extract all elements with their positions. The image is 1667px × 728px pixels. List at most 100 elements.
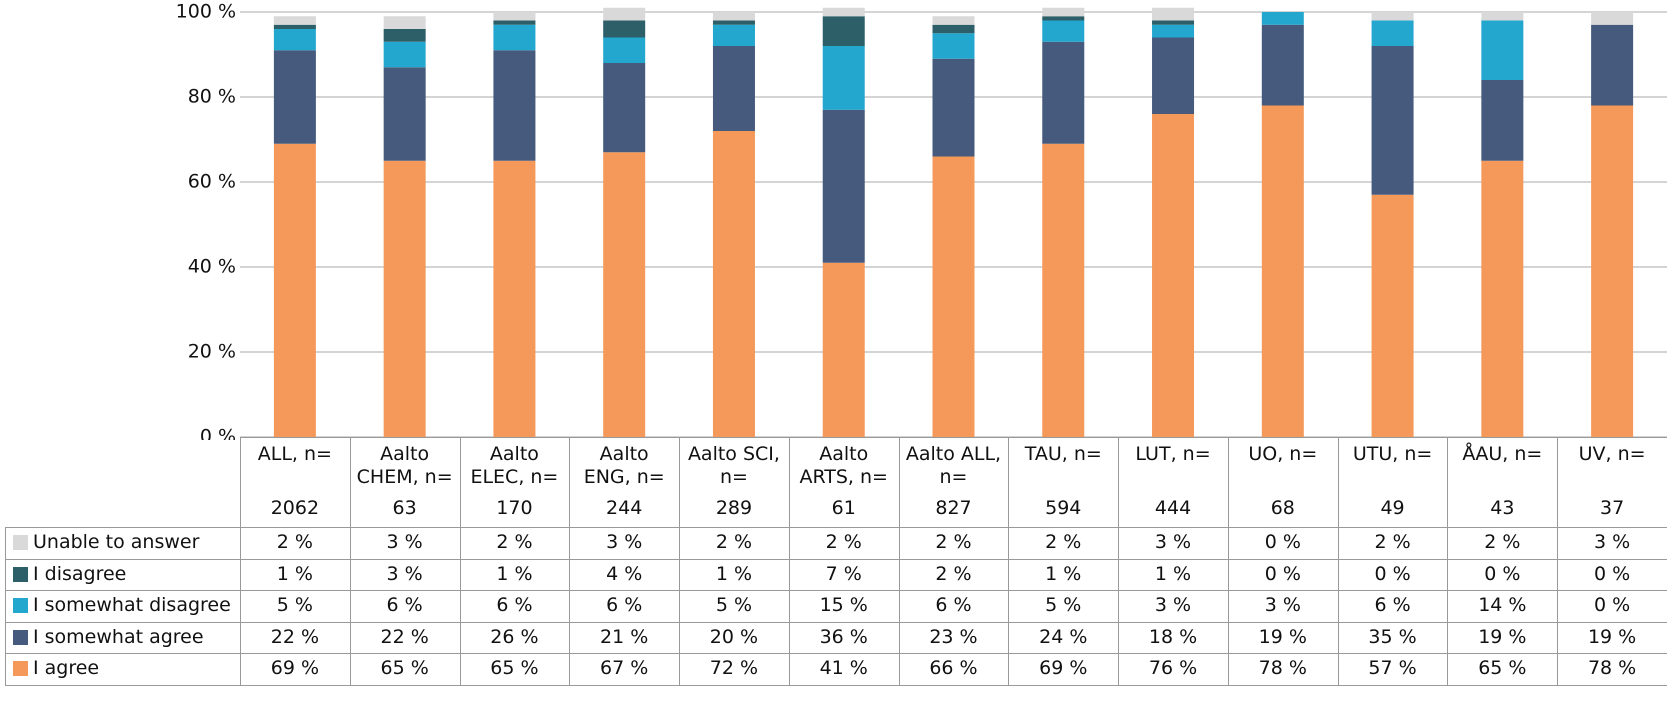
bar-segment — [1261, 24, 1304, 106]
bar-segment — [1591, 105, 1634, 437]
value-label: 23 % — [929, 625, 978, 648]
bar-segment — [932, 58, 975, 157]
n-label: 170 — [496, 497, 533, 519]
legend-label: I somewhat disagree — [33, 594, 231, 617]
value-label: 15 % — [819, 594, 868, 617]
category-label: UV, n= — [1578, 443, 1646, 465]
bar-segment — [1591, 24, 1634, 106]
value-label: 3 % — [606, 531, 643, 553]
value-label: 41 % — [819, 657, 868, 680]
bar-segment — [712, 131, 755, 437]
category-label: TAU, n= — [1024, 443, 1102, 465]
bar-segment — [1261, 12, 1304, 25]
bar-segment — [1152, 37, 1195, 114]
value-label: 3 % — [1264, 594, 1301, 617]
bar-segment — [1152, 114, 1195, 437]
bar-segment — [603, 63, 646, 153]
bar-segment — [383, 67, 426, 161]
value-label: 0 % — [1264, 531, 1301, 553]
value-label: 2 % — [1374, 531, 1411, 553]
bar-segment — [493, 160, 536, 437]
value-label: 5 % — [1045, 594, 1082, 617]
bar-segment — [1152, 20, 1195, 25]
value-label: 1 % — [276, 562, 313, 585]
category-label: Aalto CHEM, n= — [356, 443, 453, 488]
category-label: ALL, n= — [257, 443, 332, 465]
bar-segment — [1481, 20, 1524, 80]
n-label: 49 — [1380, 497, 1405, 519]
legend-swatch — [13, 535, 28, 550]
legend-label: Unable to answer — [33, 531, 200, 553]
legend-swatch — [13, 566, 28, 582]
value-label: 6 % — [606, 594, 643, 617]
n-label: 61 — [831, 497, 856, 519]
bar-segment — [493, 50, 536, 161]
category-label: Aalto ALL, n= — [905, 443, 1002, 488]
value-label: 57 % — [1368, 657, 1417, 680]
bar-segment — [383, 160, 426, 437]
value-label: 0 % — [1484, 562, 1521, 585]
value-label: 19 % — [1258, 625, 1307, 648]
value-label: 19 % — [1478, 625, 1527, 648]
value-label: 14 % — [1478, 594, 1527, 617]
bar-segment — [1371, 12, 1414, 21]
y-tick-label: 60 % — [188, 171, 236, 193]
y-tick-label: 100 % — [176, 1, 236, 23]
value-label: 6 % — [386, 594, 423, 617]
legend-label: I disagree — [33, 562, 127, 585]
value-label: 2 % — [1045, 531, 1082, 553]
legend-swatch — [13, 661, 28, 677]
category-label: Aalto ELEC, n= — [470, 443, 559, 488]
bar-segment — [712, 46, 755, 131]
bar-segment — [603, 37, 646, 63]
n-label: 594 — [1045, 497, 1082, 519]
bar-segment — [383, 16, 426, 29]
value-label: 5 % — [715, 594, 753, 617]
bar-segment — [712, 12, 755, 21]
bar-segment — [1042, 16, 1085, 21]
bar-segment — [273, 24, 316, 29]
bar-segment — [932, 33, 975, 59]
bar-segment — [1152, 24, 1195, 38]
bar-segment — [273, 50, 316, 144]
bar-segment — [712, 20, 755, 25]
value-label: 3 % — [1594, 531, 1631, 553]
value-label: 65 % — [1478, 657, 1527, 680]
n-label: 37 — [1600, 497, 1625, 519]
value-label: 24 % — [1039, 625, 1088, 648]
bar-segment — [603, 7, 646, 21]
legend-swatch — [13, 598, 28, 614]
bar-segment — [932, 16, 975, 25]
y-tick-label: 40 % — [188, 256, 236, 278]
value-label: 26 % — [490, 625, 539, 648]
category-label: LUT, n= — [1135, 443, 1211, 465]
category-label: Aalto SCI, n= — [687, 443, 780, 488]
bar-segment — [822, 262, 865, 437]
value-label: 2 % — [935, 562, 972, 585]
n-label: 2062 — [270, 497, 320, 519]
value-label: 5 % — [276, 594, 313, 617]
value-label: 3 % — [1154, 531, 1192, 553]
value-label: 78 % — [1587, 657, 1637, 680]
chart: 0 % 20 % 40 % 60 % 80 % 100 % — [176, 1, 1667, 441]
bar-segment — [273, 16, 316, 25]
value-label: 69 % — [270, 657, 320, 680]
n-label: 68 — [1270, 497, 1295, 519]
value-label: 1 % — [1154, 562, 1192, 585]
n-label: 244 — [606, 497, 643, 519]
legend-label: I somewhat agree — [33, 625, 204, 648]
value-label: 3 % — [386, 562, 423, 585]
bar-segment — [603, 20, 646, 38]
value-label: 4 % — [606, 562, 643, 585]
legend-swatch — [13, 629, 28, 645]
value-label: 18 % — [1148, 625, 1198, 648]
bar-segment — [273, 143, 316, 437]
value-label: 2 % — [496, 531, 533, 553]
bar-segment — [493, 12, 536, 21]
bar-segment — [822, 46, 865, 110]
value-label: 78 % — [1258, 657, 1307, 680]
y-tick-label: 0 % — [200, 426, 236, 441]
value-label: 35 % — [1368, 625, 1417, 648]
value-label: 21 % — [600, 625, 649, 648]
bar-segment — [383, 29, 426, 42]
